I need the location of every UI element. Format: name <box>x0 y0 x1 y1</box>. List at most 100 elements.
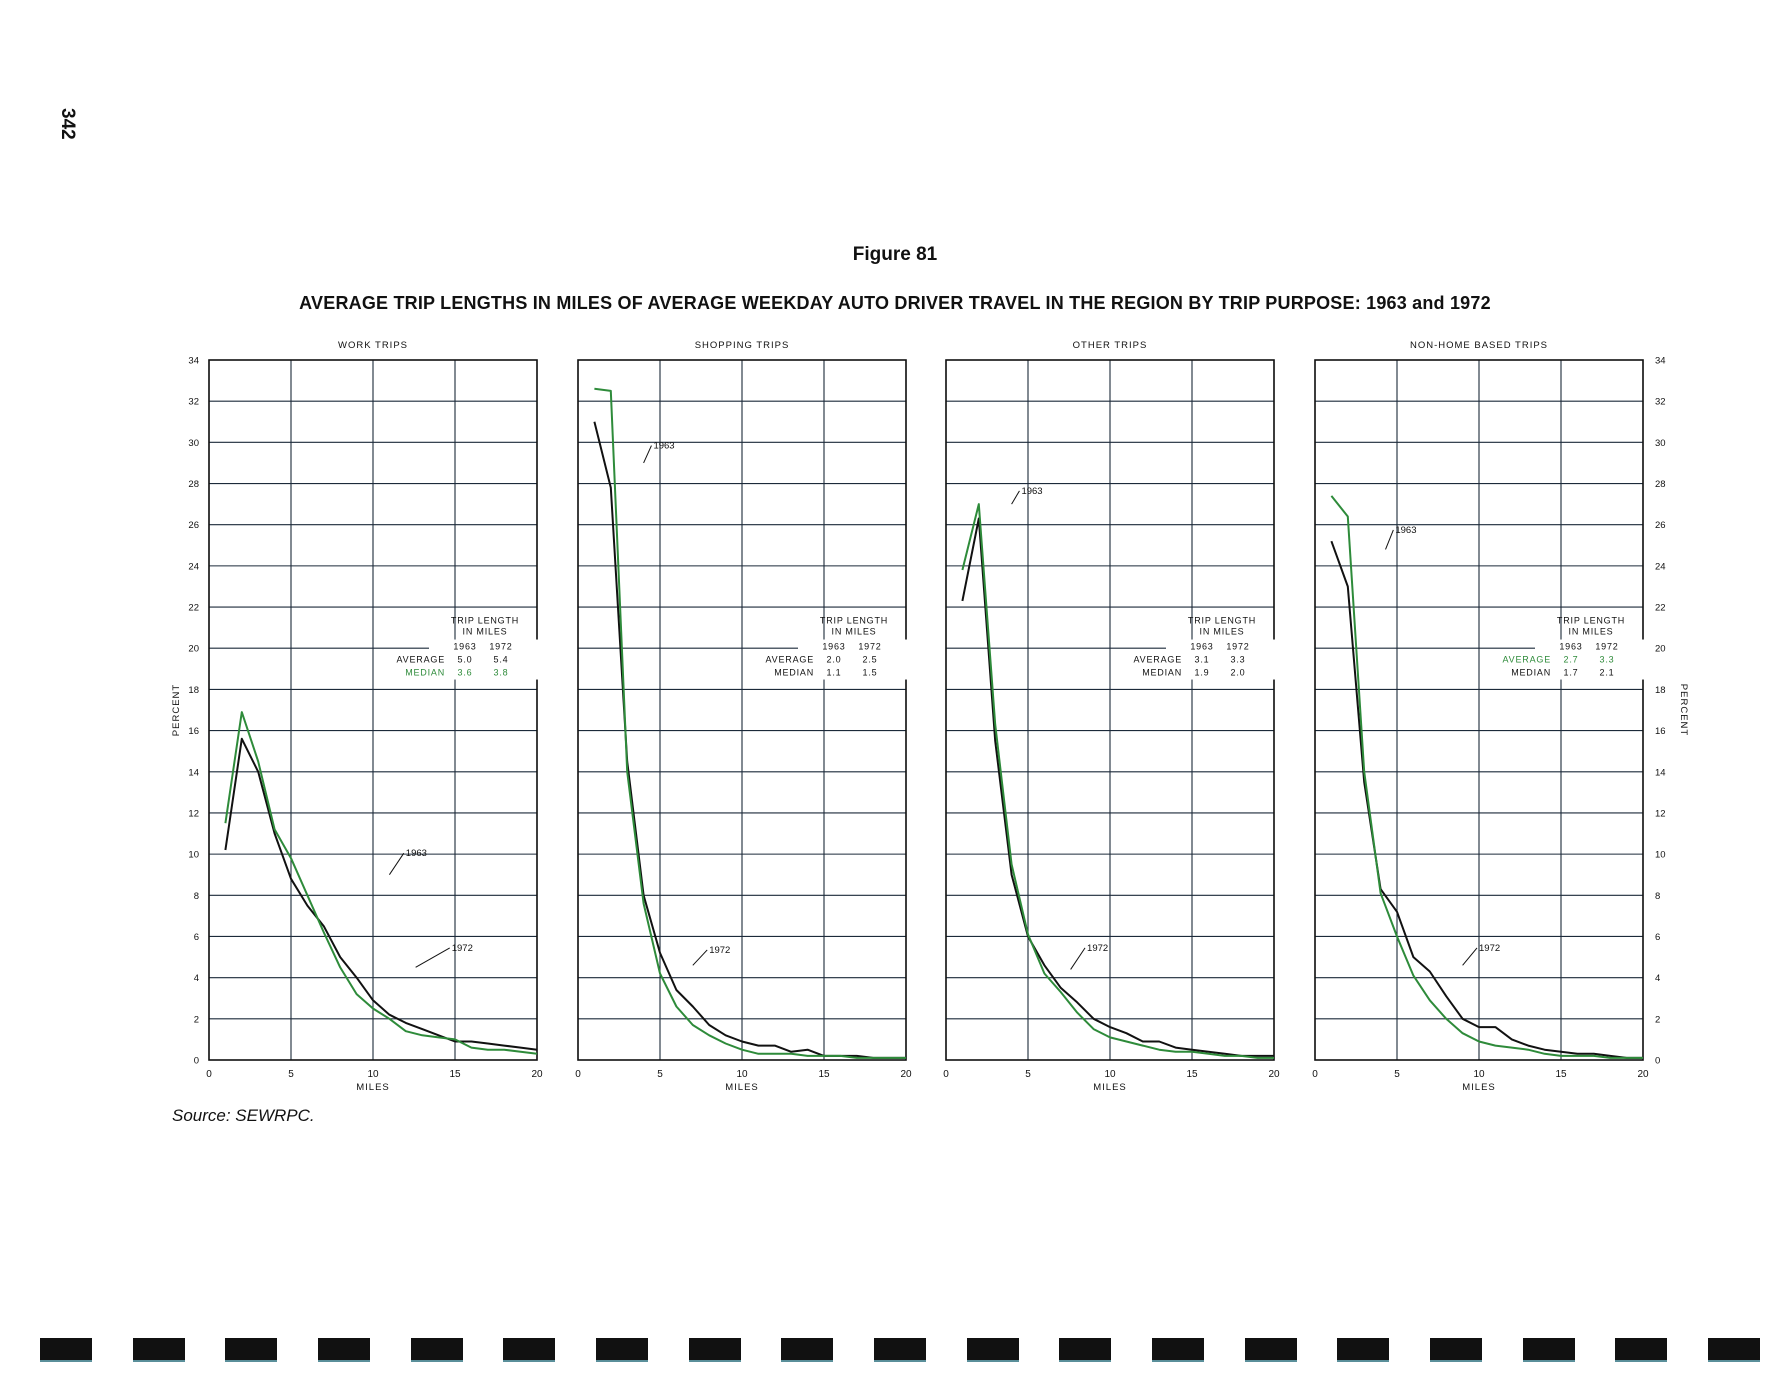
table-value-1972: 3.3 <box>1231 655 1246 665</box>
y-tick-label: 26 <box>188 520 199 531</box>
edge-mark <box>1522 1338 1575 1362</box>
table-value-1963: 1.7 <box>1564 668 1579 678</box>
y-axis-label: PERCENT <box>1678 684 1689 736</box>
table-value-1972: 2.5 <box>863 655 878 665</box>
table-row-label: MEDIAN <box>774 668 814 678</box>
table-value-1963: 3.1 <box>1195 655 1210 665</box>
series-line-1972 <box>1330 495 1643 1059</box>
annotation-leader <box>415 947 450 968</box>
table-col-header: 1963 <box>822 642 845 652</box>
edge-mark <box>40 1338 92 1362</box>
table-subtitle: IN MILES <box>1569 627 1614 637</box>
edge-mark <box>1244 1338 1297 1362</box>
table-value-1963: 1.1 <box>827 668 842 678</box>
table-value-1972: 2.1 <box>1600 668 1615 678</box>
table-col-header: 1972 <box>1595 642 1618 652</box>
table-row-label: MEDIAN <box>1142 668 1182 678</box>
table-row-label: AVERAGE <box>766 655 814 665</box>
y-tick-label: 12 <box>1655 808 1666 819</box>
x-tick-label: 20 <box>1268 1069 1280 1080</box>
table-title: TRIP LENGTH <box>451 616 519 626</box>
table-value-1963: 2.0 <box>827 655 842 665</box>
table-subtitle: IN MILES <box>1200 627 1245 637</box>
table-value-1963: 5.0 <box>458 655 473 665</box>
y-tick-label: 8 <box>1655 891 1660 902</box>
figure-title: AVERAGE TRIP LENGTHS IN MILES OF AVERAGE… <box>299 293 1491 313</box>
table-row-label: MEDIAN <box>1511 668 1551 678</box>
annotation-leader <box>1462 947 1478 966</box>
plot-frame <box>208 359 538 1061</box>
y-tick-label: 30 <box>1655 438 1666 449</box>
y-tick-label: 4 <box>1655 973 1660 984</box>
y-tick-label: 14 <box>1655 767 1666 778</box>
table-row-label: AVERAGE <box>397 655 445 665</box>
x-tick-label: 5 <box>1394 1069 1400 1080</box>
x-axis-label: MILES <box>356 1082 390 1093</box>
table-row-label: MEDIAN <box>405 668 445 678</box>
panel-title: NON-HOME BASED TRIPS <box>1410 340 1548 351</box>
table-col-header: 1972 <box>489 642 512 652</box>
edge-mark <box>1615 1338 1668 1362</box>
table-subtitle: IN MILES <box>832 627 877 637</box>
series-line-1972 <box>594 387 906 1059</box>
x-axis-label: MILES <box>725 1082 759 1093</box>
table-value-1963: 2.7 <box>1564 655 1579 665</box>
x-tick-label: 10 <box>367 1069 379 1080</box>
table-title: TRIP LENGTH <box>1557 616 1625 626</box>
y-tick-label: 24 <box>1655 561 1666 572</box>
series-line-1963 <box>224 737 538 1051</box>
y-tick-label: 16 <box>1655 726 1666 737</box>
panel-title: SHOPPING TRIPS <box>695 340 790 351</box>
x-tick-label: 20 <box>531 1069 543 1080</box>
series-line-1963 <box>1330 540 1643 1059</box>
source-note: Source: SEWRPC. <box>172 1106 315 1125</box>
annotation-leader <box>1070 947 1086 970</box>
edge-mark <box>503 1338 556 1362</box>
edge-mark <box>410 1338 463 1362</box>
series-line-1963 <box>593 421 906 1059</box>
y-tick-label: 12 <box>188 808 199 819</box>
annotation-leader <box>692 949 708 966</box>
table-col-header: 1963 <box>453 642 476 652</box>
annotation-label: 1972 <box>1087 943 1108 954</box>
y-tick-label: 10 <box>1655 850 1666 861</box>
y-tick-label: 22 <box>188 603 199 614</box>
table-background <box>1166 639 1278 680</box>
y-tick-label: 28 <box>188 479 199 490</box>
x-tick-label: 20 <box>900 1069 912 1080</box>
table-background <box>429 639 541 680</box>
series-line-1963 <box>961 517 1274 1057</box>
annotation-label: 1963 <box>406 848 427 859</box>
edge-mark <box>688 1338 741 1362</box>
y-tick-label: 20 <box>188 644 199 655</box>
y-axis-label: PERCENT <box>171 684 182 736</box>
table-col-header: 1963 <box>1190 642 1213 652</box>
y-tick-label: 16 <box>188 726 199 737</box>
annotation-label: 1972 <box>452 943 473 954</box>
edge-mark <box>781 1338 834 1362</box>
y-tick-label: 20 <box>1655 644 1666 655</box>
table-col-header: 1972 <box>858 642 881 652</box>
plot-frame <box>945 359 1275 1061</box>
table-value-1963: 1.9 <box>1195 668 1210 678</box>
x-tick-label: 0 <box>575 1069 581 1080</box>
plot-frame <box>1314 359 1644 1061</box>
annotation-label: 1963 <box>1021 486 1042 497</box>
figure-label: Figure 81 <box>852 244 938 265</box>
panel-title: OTHER TRIPS <box>1073 340 1148 351</box>
y-tick-label: 4 <box>194 973 199 984</box>
series-line-1972 <box>961 503 1274 1059</box>
x-tick-label: 0 <box>206 1069 212 1080</box>
edge-mark <box>595 1338 648 1362</box>
table-title: TRIP LENGTH <box>820 616 888 626</box>
x-tick-label: 5 <box>657 1069 663 1080</box>
y-tick-label: 0 <box>1655 1056 1660 1067</box>
table-col-header: 1963 <box>1559 642 1582 652</box>
x-axis-label: MILES <box>1093 1082 1127 1093</box>
y-tick-label: 6 <box>194 932 199 943</box>
y-tick-label: 32 <box>1655 397 1666 408</box>
panel-title: WORK TRIPS <box>338 340 408 351</box>
edge-mark <box>1429 1338 1482 1362</box>
table-value-1972: 2.0 <box>1231 668 1246 678</box>
table-title: TRIP LENGTH <box>1188 616 1256 626</box>
